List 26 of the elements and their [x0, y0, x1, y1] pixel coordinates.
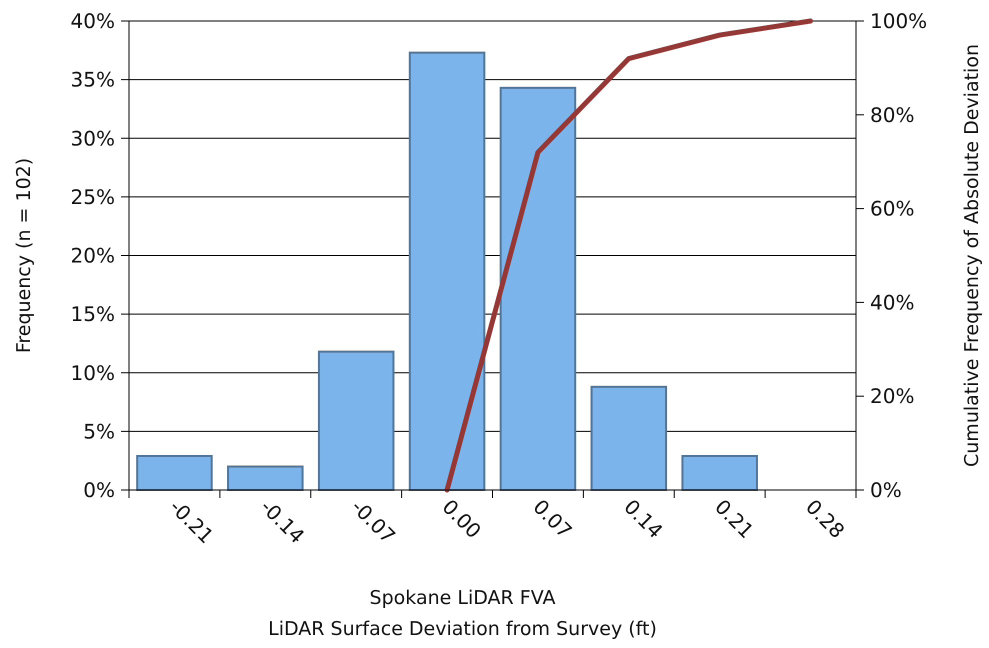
bar	[408, 52, 486, 491]
bar	[590, 386, 668, 491]
bar	[318, 350, 394, 491]
y2-tick-label: 0%	[870, 478, 902, 502]
y-tick-label: 30%	[70, 126, 115, 150]
x-tick-label: 0.07	[528, 494, 577, 544]
y-tick-label: 0%	[83, 478, 115, 502]
y2-tick-label: 100%	[870, 9, 928, 33]
y-tick-label: 15%	[70, 302, 115, 326]
y2-tick-label: 20%	[870, 384, 914, 408]
y-tick-label: 25%	[70, 184, 115, 209]
y-tick-label: 35%	[70, 68, 115, 92]
bar	[500, 86, 576, 491]
bar	[227, 466, 304, 491]
bar	[136, 454, 213, 491]
y2-tick-label: 80%	[870, 102, 914, 127]
x-axis-title: Spokane LiDAR FVA LiDAR Surface Deviation from Survey (ft)	[268, 587, 657, 640]
y2-tick-label: 60%	[870, 196, 914, 221]
bar	[681, 454, 758, 491]
y-tick-label: 10%	[70, 360, 115, 385]
y2-tick-label: 40%	[870, 290, 914, 314]
y-tick-label: 20%	[70, 244, 115, 268]
y2-axis-title: Cumulative Frequency of Absolute Deviation	[961, 44, 983, 467]
y-tick-label: 5%	[83, 419, 115, 444]
y-axis-title: Frequency (n = 102)	[13, 158, 35, 354]
y-tick-label: 40%	[70, 9, 115, 33]
